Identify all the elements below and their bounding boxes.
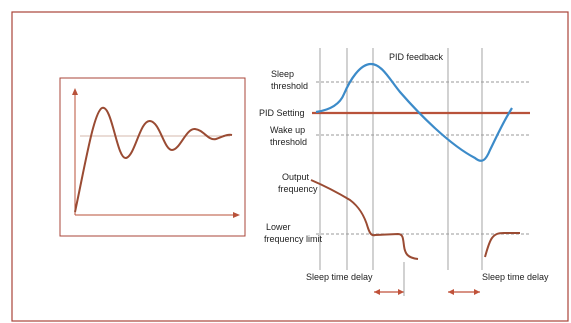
outer-frame xyxy=(11,11,569,322)
label-sleep-delay-1: Sleep time delay xyxy=(306,272,373,282)
label-sleep-threshold-1: Sleep xyxy=(271,69,294,79)
sleep-wake-diagram: Sleep threshold PID feedback PID Setting… xyxy=(259,48,549,296)
inset-frame xyxy=(59,77,246,237)
inset-y-arrow xyxy=(72,88,78,95)
label-output-frequency-1: Output xyxy=(282,172,310,182)
label-sleep-delay-2: Sleep time delay xyxy=(482,272,549,282)
label-pid-feedback: PID feedback xyxy=(389,52,444,62)
label-pid-setting: PID Setting xyxy=(259,108,305,118)
label-wake-up-1: Wake up xyxy=(270,125,305,135)
sleep-delay-arrow-1 xyxy=(374,262,405,296)
output-frequency-curve-1 xyxy=(310,179,419,260)
step-response-inset xyxy=(59,77,246,237)
label-output-frequency-2: frequency xyxy=(278,184,318,194)
label-sleep-threshold-2: threshold xyxy=(271,81,308,91)
pid-feedback-curve xyxy=(315,62,513,162)
label-lower-frequency-1: Lower xyxy=(266,222,291,232)
sleep-delay-arrow-2 xyxy=(448,289,480,295)
inset-response-curve xyxy=(74,107,233,213)
inset-x-arrow xyxy=(233,212,240,218)
output-frequency-curve-2 xyxy=(484,232,520,258)
label-wake-up-2: threshold xyxy=(270,137,307,147)
label-lower-frequency-2: frequency limit xyxy=(264,234,323,244)
